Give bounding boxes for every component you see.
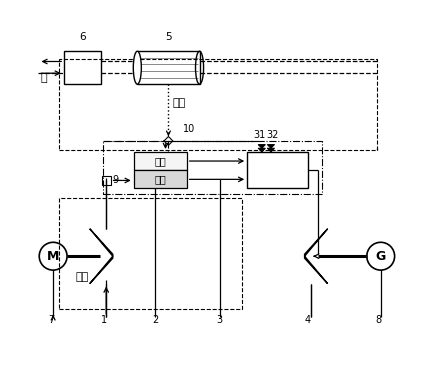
- Text: M: M: [47, 250, 59, 263]
- Bar: [134, 152, 187, 170]
- Text: G: G: [376, 250, 386, 263]
- Text: 4: 4: [304, 315, 311, 325]
- Bar: [64, 51, 101, 84]
- Text: 32: 32: [266, 130, 278, 140]
- Bar: [134, 170, 187, 188]
- Polygon shape: [267, 148, 275, 152]
- Text: 31: 31: [254, 130, 266, 140]
- Bar: [247, 152, 307, 188]
- Bar: [137, 51, 199, 84]
- Text: 燃料: 燃料: [172, 98, 185, 108]
- Text: 2: 2: [152, 315, 158, 325]
- Polygon shape: [267, 145, 275, 148]
- Text: 阳极: 阳极: [154, 156, 166, 166]
- Text: 9: 9: [112, 175, 118, 185]
- Bar: [102, 141, 322, 194]
- Text: 3: 3: [217, 315, 223, 325]
- Text: 1: 1: [101, 315, 108, 325]
- Bar: [58, 59, 377, 150]
- Text: 5: 5: [165, 32, 172, 42]
- Text: 空气: 空气: [75, 272, 88, 282]
- Text: 阴极: 阴极: [154, 174, 166, 184]
- Text: 10: 10: [183, 124, 195, 134]
- Text: 8: 8: [376, 315, 382, 325]
- Text: 7: 7: [48, 315, 54, 325]
- Text: 6: 6: [79, 32, 86, 42]
- Polygon shape: [258, 148, 265, 152]
- Bar: [102, 176, 111, 185]
- Text: 水: 水: [40, 73, 47, 83]
- Ellipse shape: [133, 51, 141, 84]
- Bar: [58, 198, 241, 309]
- Polygon shape: [258, 145, 265, 148]
